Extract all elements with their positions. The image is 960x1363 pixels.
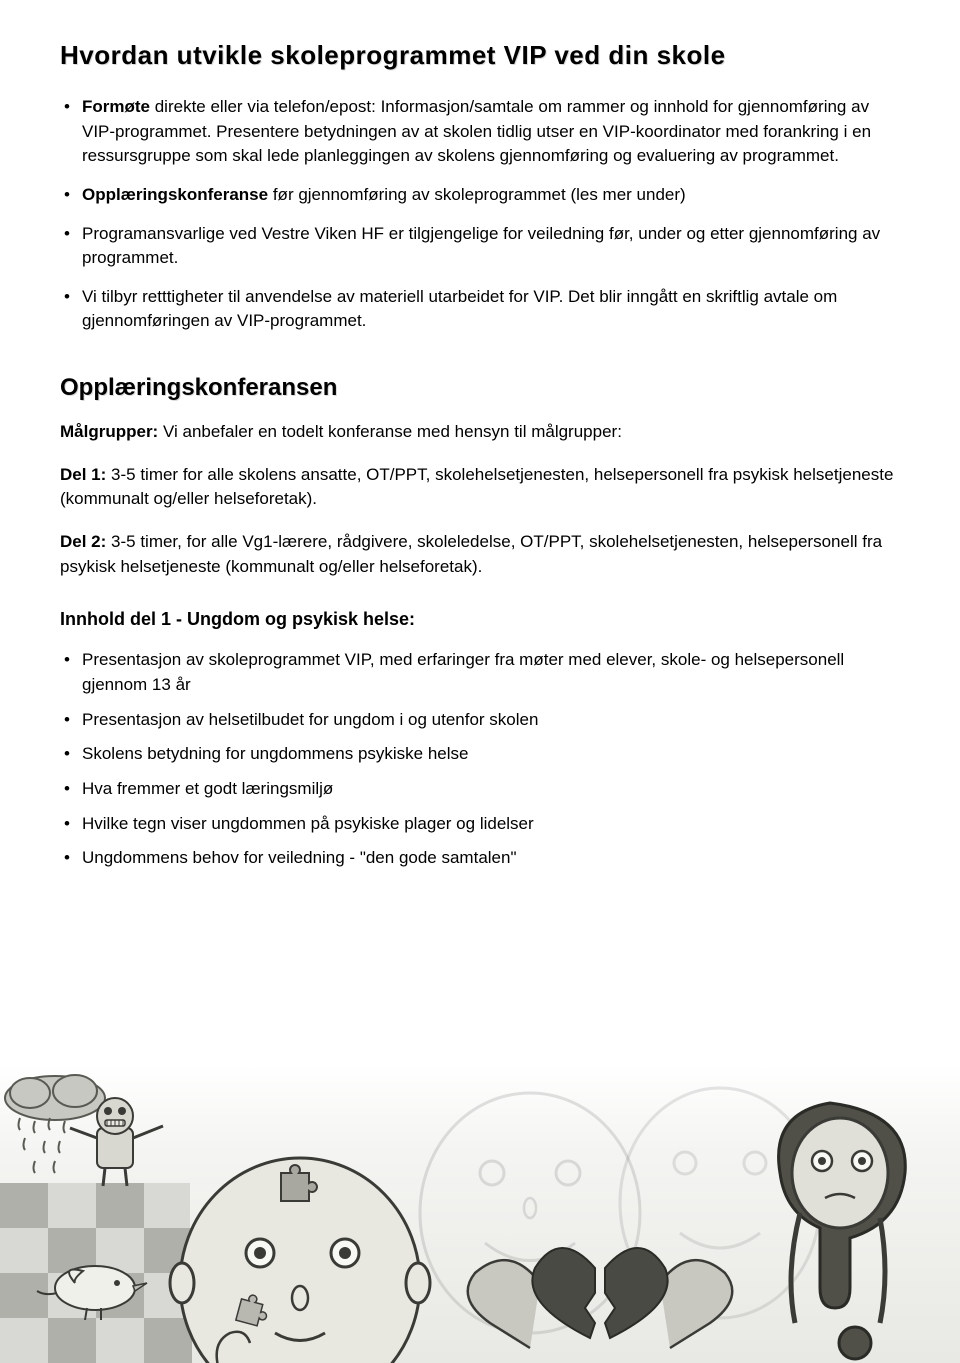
intro-bullet-list: Formøte direkte eller via telefon/epost:… xyxy=(60,95,900,334)
list-item: Programansvarlige ved Vestre Viken HF er… xyxy=(60,222,900,271)
bullet-text: før gjennomføring av skoleprogrammet (le… xyxy=(268,185,686,204)
question-figure-icon xyxy=(779,1103,906,1359)
list-item: Presentasjon av skoleprogrammet VIP, med… xyxy=(60,648,900,697)
bullet-text: direkte eller via telefon/epost: Informa… xyxy=(82,97,871,165)
list-item: Hvilke tegn viser ungdommen på psykiske … xyxy=(60,812,900,837)
rain-cloud-icon xyxy=(5,1075,105,1173)
illustration-svg xyxy=(0,1063,960,1363)
del2-label: Del 2: xyxy=(60,532,106,551)
innhold-heading: Innhold del 1 - Ungdom og psykisk helse: xyxy=(60,609,900,630)
big-head-left-icon xyxy=(170,1158,430,1363)
list-item: Ungdommens behov for veiledning - "den g… xyxy=(60,846,900,871)
list-item: Skolens betydning for ungdommens psykisk… xyxy=(60,742,900,767)
list-item: Hva fremmer et godt læringsmiljø xyxy=(60,777,900,802)
list-item: Formøte direkte eller via telefon/epost:… xyxy=(60,95,900,169)
del2-text: 3-5 timer, for alle Vg1-lærere, rådgiver… xyxy=(60,532,882,576)
section-title: Opplæringskonferansen xyxy=(60,374,900,402)
bullet-text: Vi tilbyr retttigheter til anvendelse av… xyxy=(82,287,837,331)
list-item: Presentasjon av helsetilbudet for ungdom… xyxy=(60,708,900,733)
footer-illustration xyxy=(0,1063,960,1363)
del1-text: 3-5 timer for alle skolens ansatte, OT/P… xyxy=(60,465,893,509)
list-item: Vi tilbyr retttigheter til anvendelse av… xyxy=(60,285,900,334)
innhold-bullet-list: Presentasjon av skoleprogrammet VIP, med… xyxy=(60,648,900,870)
bullet-text: Programansvarlige ved Vestre Viken HF er… xyxy=(82,224,880,268)
bullet-lead: Opplæringskonferanse xyxy=(82,185,268,204)
list-item: Opplæringskonferanse før gjennomføring a… xyxy=(60,183,900,208)
malgrupper-text: Vi anbefaler en todelt konferanse med he… xyxy=(158,422,622,441)
malgrupper-paragraph: Målgrupper: Vi anbefaler en todelt konfe… xyxy=(60,420,900,445)
malgrupper-label: Målgrupper: xyxy=(60,422,158,441)
page-title: Hvordan utvikle skoleprogrammet VIP ved … xyxy=(60,40,900,71)
del1-label: Del 1: xyxy=(60,465,106,484)
bullet-lead: Formøte xyxy=(82,97,150,116)
del1-paragraph: Del 1: 3-5 timer for alle skolens ansatt… xyxy=(60,463,900,512)
broken-heart-icon xyxy=(468,1248,733,1348)
document-content: Hvordan utvikle skoleprogrammet VIP ved … xyxy=(0,0,960,871)
del2-paragraph: Del 2: 3-5 timer, for alle Vg1-lærere, r… xyxy=(60,530,900,579)
